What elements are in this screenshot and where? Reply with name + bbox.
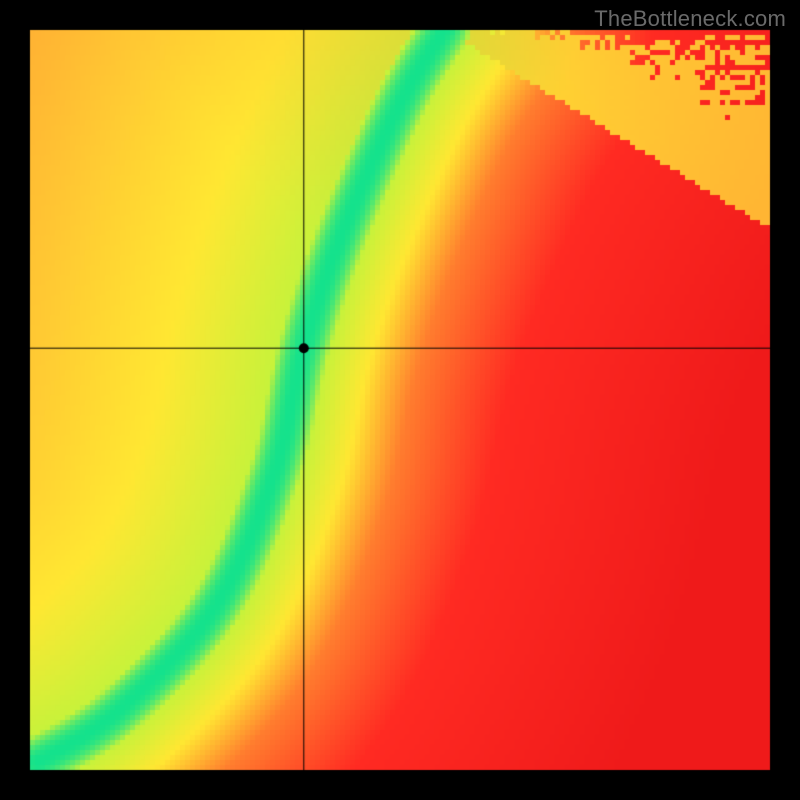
site-watermark: TheBottleneck.com (594, 6, 786, 32)
bottleneck-heatmap (0, 0, 800, 800)
chart-container: TheBottleneck.com (0, 0, 800, 800)
